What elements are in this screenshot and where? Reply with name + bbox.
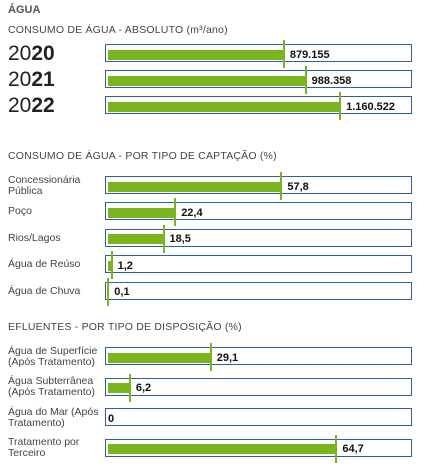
category-label: 20 20 bbox=[8, 41, 55, 65]
bar-end-marker bbox=[335, 434, 338, 463]
category-label: 20 21 bbox=[8, 67, 55, 91]
value-label: 22,4 bbox=[181, 206, 203, 219]
value-label: 64,7 bbox=[342, 443, 364, 456]
category-label: Água do Mar (Após Tratamento) bbox=[8, 405, 99, 429]
category-label: Água Subterrânea (Após Tratamento) bbox=[8, 375, 95, 399]
value-label: 6,2 bbox=[135, 382, 152, 395]
value-label: 0 bbox=[108, 412, 115, 425]
bar-frame bbox=[105, 281, 412, 300]
value-label: 0,1 bbox=[114, 286, 130, 299]
bar bbox=[108, 234, 164, 245]
bar-end-marker bbox=[107, 277, 110, 306]
bar-frame bbox=[105, 228, 412, 247]
bar bbox=[108, 444, 337, 455]
chart-title: CONSUMO DE ÁGUA - POR TIPO DE CAPTAÇÃO (… bbox=[8, 150, 277, 162]
bar bbox=[108, 260, 112, 271]
header-title: ÁGUA bbox=[8, 4, 41, 16]
category-label: Água de Reúso bbox=[8, 258, 81, 271]
bar-end-marker bbox=[162, 224, 165, 253]
bar-end-marker bbox=[209, 343, 212, 371]
category-label: Água de Superfície (Após Tratamento) bbox=[8, 344, 98, 368]
category-label: Poço bbox=[8, 205, 32, 218]
bar-end-marker bbox=[339, 92, 342, 120]
category-label: Água de Chuva bbox=[8, 284, 81, 297]
value-label: 18,5 bbox=[169, 233, 191, 246]
value-label: 879.155 bbox=[289, 48, 330, 61]
value-label: 988.358 bbox=[311, 74, 352, 87]
bar-frame bbox=[105, 202, 412, 221]
bar bbox=[108, 101, 341, 112]
bar bbox=[108, 75, 306, 86]
value-label: 1.160.522 bbox=[346, 100, 396, 113]
bar-end-marker bbox=[128, 373, 131, 402]
bar bbox=[108, 49, 284, 60]
bar-end-marker bbox=[110, 251, 113, 280]
bar-end-marker bbox=[174, 198, 177, 227]
bar bbox=[108, 207, 176, 218]
bar-end-marker bbox=[304, 66, 307, 94]
bar-frame bbox=[105, 255, 412, 274]
chart-title: CONSUMO DE ÁGUA - ABSOLUTO (m³/ano) bbox=[8, 24, 228, 36]
bar-end-marker bbox=[280, 172, 283, 200]
bar-end-marker bbox=[282, 40, 285, 68]
bar bbox=[108, 181, 282, 192]
category-label: Concessionária Pública bbox=[8, 173, 81, 197]
category-label: 20 22 bbox=[8, 93, 55, 117]
value-label: 1,2 bbox=[117, 259, 133, 272]
category-label: Rios/Lagos bbox=[8, 231, 61, 244]
value-label: 57,8 bbox=[287, 180, 309, 193]
bar-frame bbox=[105, 377, 412, 396]
chart-title: EFLUENTES - POR TIPO DE DISPOSIÇÃO (%) bbox=[8, 321, 242, 333]
bar bbox=[108, 352, 211, 363]
bar-frame bbox=[105, 408, 412, 427]
category-label: Tratamento por Terceiro bbox=[8, 436, 80, 460]
bar bbox=[108, 383, 130, 394]
value-label: 29,1 bbox=[216, 351, 239, 364]
